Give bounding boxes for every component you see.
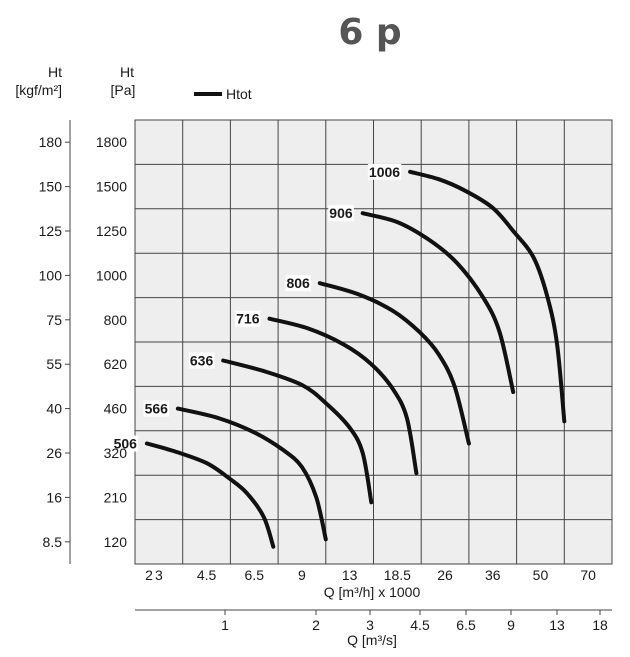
y-axis-kgf-unit: [kgf/m²] xyxy=(15,82,62,98)
curve-label-716: 716 xyxy=(236,311,260,327)
x-tick-label-qh: 18.5 xyxy=(384,567,411,583)
y-tick-label-pa: 320 xyxy=(104,445,128,461)
x-tick-label-qh: 9 xyxy=(298,567,306,583)
left-axis-kgf: 180 150 125 100 75 55 40 26 16 8.5 xyxy=(39,120,71,564)
x-tick-label-qs: 3 xyxy=(366,617,374,633)
page-title: 6 p xyxy=(338,12,401,53)
y-tick-label-pa: 120 xyxy=(104,534,128,550)
series-labels: 506 566 636 716 806 906 1006 xyxy=(112,163,402,452)
y-tick-label-pa: 1250 xyxy=(96,223,127,239)
y-tick-label-kgf: 16 xyxy=(46,489,62,505)
x-tick-label-qh: 36 xyxy=(485,567,501,583)
x-axis-qs: 1 2 3 4.5 6.5 9 13 18 xyxy=(135,609,612,633)
x-tick-label-qs: 18 xyxy=(592,617,608,633)
curve-label-906: 906 xyxy=(329,205,353,221)
y-tick-label-kgf: 125 xyxy=(39,223,63,239)
y-tick-label-kgf: 8.5 xyxy=(43,534,63,550)
y-tick-label-pa: 460 xyxy=(104,401,128,417)
y-tick-label-pa: 210 xyxy=(104,489,128,505)
y-tick-label-kgf: 150 xyxy=(39,179,63,195)
curve-label-bg xyxy=(188,352,215,369)
curve-566 xyxy=(175,406,328,542)
y-tick-label-pa: 1500 xyxy=(96,179,127,195)
curve-label-1006: 1006 xyxy=(369,164,400,180)
x-tick-label-qs: 9 xyxy=(507,617,515,633)
x-tick-label-qs: 13 xyxy=(549,617,565,633)
curve-906 xyxy=(360,211,516,394)
x-tick-label-qs: 1 xyxy=(221,617,229,633)
x-tick-label-qh: 2 xyxy=(145,567,153,583)
curve-label-bg xyxy=(285,275,312,292)
y-tick-label-pa: 1800 xyxy=(96,134,127,150)
curve-716 xyxy=(267,316,419,476)
curve-label-636: 636 xyxy=(190,353,214,369)
x-tick-label-qs: 2 xyxy=(312,617,320,633)
curve-636 xyxy=(221,358,374,505)
y-tick-label-kgf: 40 xyxy=(46,401,62,417)
x-tick-label-qh: 3 xyxy=(155,567,163,583)
curve-label-bg xyxy=(112,435,139,452)
series-curves xyxy=(144,169,567,549)
x-tick-label-qh: 6.5 xyxy=(245,567,265,583)
y-tick-label-pa: 620 xyxy=(104,356,128,372)
x-axis-qh-ticks: 2 3 4.5 6.5 9 13 18.5 26 36 50 70 xyxy=(145,567,596,583)
y-axis-kgf-title: Ht xyxy=(48,64,62,80)
y-axis-pa-ticks: 1800 1500 1250 1000 800 620 460 320 210 120 xyxy=(96,134,127,550)
x-tick-label-qh: 26 xyxy=(437,567,453,583)
y-tick-label-pa: 800 xyxy=(104,312,128,328)
curve-label-806: 806 xyxy=(286,275,310,291)
curve-label-bg xyxy=(235,310,261,327)
curve-label-506: 506 xyxy=(114,435,138,451)
grid xyxy=(135,120,612,564)
curve-label-566: 566 xyxy=(145,401,169,417)
legend-label: Htot xyxy=(226,86,252,102)
x-tick-label-qs: 6.5 xyxy=(456,617,476,633)
x-axis-qs-title: Q [m³/s] xyxy=(347,632,397,648)
curve-1006 xyxy=(408,169,567,424)
curve-806 xyxy=(317,281,471,446)
x-tick-label-qh: 4.5 xyxy=(197,567,217,583)
curve-506 xyxy=(144,441,276,549)
curve-label-bg xyxy=(367,163,402,180)
x-axis-qh-title: Q [m³/h] x 1000 xyxy=(324,584,421,600)
y-tick-label-kgf: 75 xyxy=(46,312,62,328)
y-axis-pa-title: Ht xyxy=(120,64,134,80)
x-tick-label-qh: 50 xyxy=(533,567,549,583)
x-tick-label-qh: 70 xyxy=(580,567,596,583)
y-axis-labels: Ht [kgf/m²] Ht [Pa] xyxy=(15,64,135,98)
y-tick-label-pa: 1000 xyxy=(96,267,127,283)
y-tick-label-kgf: 180 xyxy=(39,134,63,150)
y-tick-label-kgf: 55 xyxy=(46,356,62,372)
y-tick-label-kgf: 26 xyxy=(46,445,62,461)
x-tick-label-qs: 4.5 xyxy=(410,617,430,633)
y-axis-pa-unit: [Pa] xyxy=(111,82,136,98)
curve-label-bg xyxy=(143,400,170,417)
curve-label-bg xyxy=(328,205,354,222)
legend: Htot xyxy=(194,86,252,102)
x-tick-label-qh: 13 xyxy=(342,567,358,583)
y-tick-label-kgf: 100 xyxy=(39,267,63,283)
